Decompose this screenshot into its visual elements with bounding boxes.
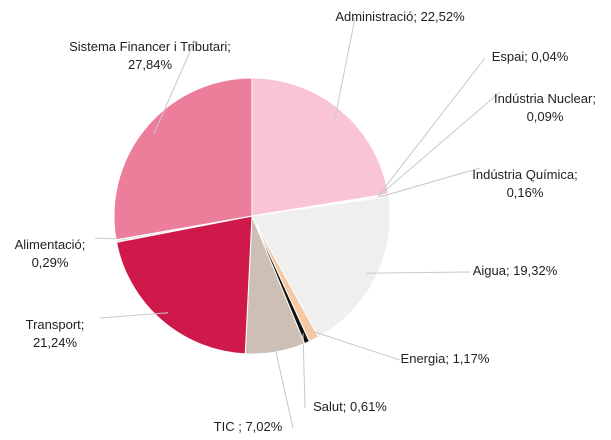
leader-line [309,329,401,361]
label-line: Sistema Financer i Tributari; [69,39,231,54]
label-line: 27,84% [128,57,173,72]
slice-label: Energia; 1,17% [401,351,490,366]
slice-label: Administració; 22,52% [335,9,465,24]
label-line: Indústria Nuclear; [494,91,596,106]
label-line: 21,24% [33,335,78,350]
label-line: 0,29% [32,255,69,270]
pie-slice [115,215,253,355]
label-line: Aigua; 19,32% [473,263,558,278]
leader-line [378,91,501,197]
slice-label: TIC ; 7,02% [214,419,283,434]
leader-line [99,312,169,319]
label-line: Alimentació; [15,237,86,252]
label-line: Administració; 22,52% [335,9,465,24]
leader-line [378,167,481,198]
leader-line [273,342,294,429]
slice-label: Alimentació; 0,29% [15,237,86,270]
label-line: TIC ; 7,02% [214,419,283,434]
slice-label: Indústria Química; 0,16% [472,167,578,200]
slice-label: Aigua; 19,32% [473,263,558,278]
label-line: 0,09% [527,109,564,124]
leader-line [377,57,486,197]
slice-label: Salut; 0,61% [313,399,387,414]
pie-slice [251,195,391,338]
slice-label: Sistema Financer i Tributari; 27,84% [69,39,231,72]
slice-label: Espai; 0,04% [492,49,569,64]
leader-line [334,17,356,119]
leader-line [366,271,471,274]
pie-slice [113,77,253,241]
pie-slice [251,77,389,217]
label-line: Indústria Química; [472,167,578,182]
label-line: Energia; 1,17% [401,351,490,366]
label-line: Espai; 0,04% [492,49,569,64]
leader-line [153,39,196,134]
slice-label: Indústria Nuclear; 0,09% [494,91,596,124]
leader-line [302,333,306,409]
slice-label: Transport; 21,24% [26,317,85,350]
label-line: 0,16% [507,185,544,200]
label-line: Salut; 0,61% [313,399,387,414]
label-line: Transport; [26,317,85,332]
